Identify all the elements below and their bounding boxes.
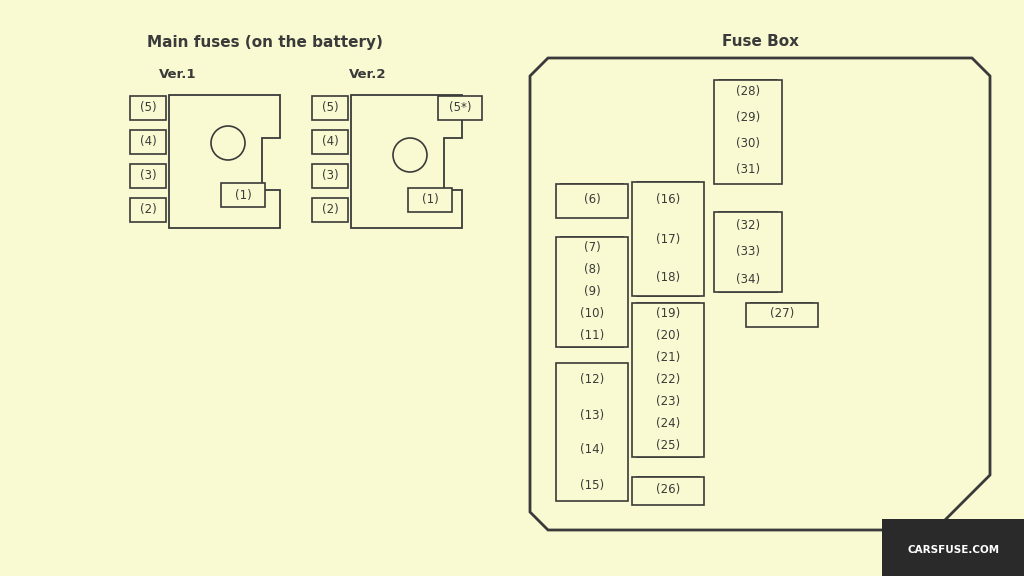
Text: (3): (3) [322,169,338,183]
Text: (23): (23) [656,396,680,408]
Text: (4): (4) [139,135,157,149]
Text: (5): (5) [322,101,338,115]
Text: (8): (8) [584,263,600,276]
Bar [561,237,623,259]
Text: (4): (4) [322,135,338,149]
Text: Main fuses (on the battery): Main fuses (on the battery) [147,35,383,50]
Bar [438,96,482,120]
Bar [556,237,628,347]
Text: (19): (19) [656,308,680,320]
Text: (1): (1) [234,188,251,202]
Text: (11): (11) [580,329,604,343]
Bar [561,325,623,347]
Text: (15): (15) [580,479,604,491]
Text: CARSFUSE.COM: CARSFUSE.COM [908,545,1000,555]
Bar [719,132,777,156]
Polygon shape [530,58,990,530]
Bar [719,239,777,265]
Bar [746,303,818,327]
Bar [561,281,623,303]
Text: (10): (10) [580,308,604,320]
Text: (12): (12) [580,373,604,386]
Bar [561,470,623,500]
Text: (24): (24) [656,418,680,430]
Bar [632,303,705,457]
Text: (14): (14) [580,444,604,457]
Text: (7): (7) [584,241,600,255]
Text: (33): (33) [736,245,760,259]
Circle shape [211,126,245,160]
Text: (34): (34) [736,272,760,286]
Text: (9): (9) [584,286,600,298]
Bar [408,188,452,212]
Bar [719,212,777,238]
Bar [719,158,777,182]
Text: (21): (21) [656,351,680,365]
Bar [637,477,699,503]
Bar [751,303,813,325]
Text: (25): (25) [656,439,680,453]
Text: (2): (2) [139,203,157,217]
Bar [637,413,699,435]
Text: Ver.2: Ver.2 [349,69,387,81]
Bar [130,96,166,120]
Bar [561,400,623,430]
Text: (20): (20) [656,329,680,343]
Text: (22): (22) [656,373,680,386]
Bar [637,182,699,218]
Bar [556,184,628,218]
Text: (26): (26) [656,483,680,497]
Text: (32): (32) [736,218,760,232]
Text: Fuse Box: Fuse Box [722,35,799,50]
Bar [719,266,777,292]
Bar [556,363,628,501]
Text: (5): (5) [139,101,157,115]
Text: (6): (6) [584,194,600,207]
Bar [561,435,623,465]
Text: (16): (16) [656,194,680,207]
Text: (27): (27) [770,308,795,320]
Bar [561,184,623,216]
Bar [632,477,705,505]
Text: (30): (30) [736,138,760,150]
Bar [312,130,348,154]
Text: (29): (29) [736,112,760,124]
Text: (18): (18) [656,271,680,285]
Bar [637,260,699,296]
Bar [637,435,699,457]
Bar [312,164,348,188]
Bar [221,183,265,207]
Text: Ver.1: Ver.1 [160,69,197,81]
Text: (1): (1) [422,194,438,207]
Bar [719,80,777,104]
Polygon shape [351,95,462,228]
Text: (3): (3) [139,169,157,183]
Text: (17): (17) [656,233,680,247]
Bar [637,325,699,347]
Bar [130,130,166,154]
Bar [561,303,623,325]
Bar [637,391,699,413]
Text: (13): (13) [580,408,604,422]
Bar [130,164,166,188]
Bar [637,222,699,258]
Text: (2): (2) [322,203,338,217]
Bar [632,182,705,296]
Circle shape [393,138,427,172]
Bar [637,303,699,325]
Bar [714,212,782,292]
Bar [637,369,699,391]
Bar [312,96,348,120]
Text: (28): (28) [736,85,760,98]
Bar [637,347,699,369]
Text: (31): (31) [736,164,760,176]
Polygon shape [169,95,280,228]
Bar [312,198,348,222]
Bar [561,259,623,281]
Bar [719,106,777,130]
Text: (5*): (5*) [449,101,471,115]
Bar [561,365,623,395]
Bar [130,198,166,222]
Bar [714,80,782,184]
